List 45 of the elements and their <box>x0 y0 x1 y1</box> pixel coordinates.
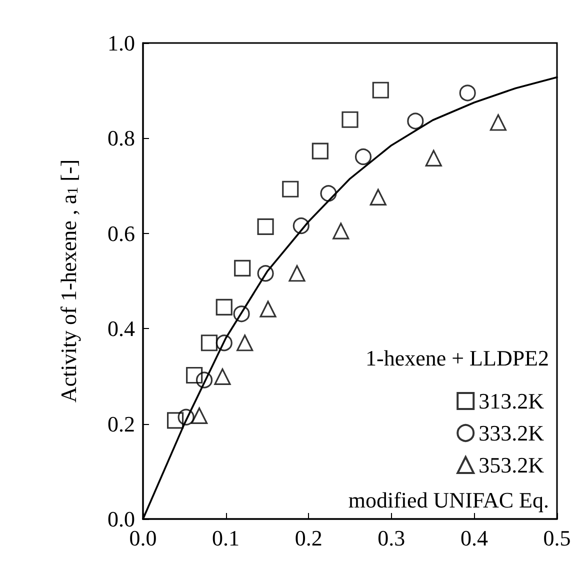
point <box>200 334 218 352</box>
y-tick-label: 0.4 <box>108 316 135 342</box>
point <box>372 82 389 98</box>
y-axis-title: Activity of 1-hexene , a1 [-] <box>56 159 82 403</box>
point <box>186 366 203 384</box>
point <box>282 180 299 198</box>
point <box>332 222 350 240</box>
point <box>407 112 424 130</box>
point <box>459 84 476 102</box>
point <box>288 265 306 282</box>
y-tick-label: 0.2 <box>108 411 135 436</box>
legend-label: 313.2K <box>478 388 544 414</box>
point <box>292 217 310 234</box>
annotation: modified UNIFAC Eq. <box>348 488 550 512</box>
y-tick-label: 1.0 <box>108 30 135 56</box>
point <box>257 265 274 282</box>
y-tick-label: 0.8 <box>108 126 135 151</box>
point <box>425 150 442 166</box>
point <box>214 368 231 385</box>
point <box>216 334 232 352</box>
point <box>312 142 328 160</box>
legend-title: 1-hexene + LLDPE2 <box>366 346 550 370</box>
x-tick-label: 0.2 <box>294 526 322 550</box>
point <box>178 408 194 426</box>
point <box>342 111 358 128</box>
point <box>257 218 274 236</box>
legend-label: 353.2K <box>478 452 544 478</box>
point <box>236 334 254 352</box>
point <box>354 148 372 166</box>
point <box>260 300 276 318</box>
point <box>233 306 250 322</box>
point <box>196 372 213 388</box>
point <box>191 407 208 424</box>
point <box>320 185 337 202</box>
point <box>166 412 184 429</box>
x-tick-label: 0.3 <box>378 526 406 550</box>
point <box>370 188 386 206</box>
x-tick-label: 0.5 <box>543 526 571 550</box>
x-tick-label: 0.1 <box>212 526 240 550</box>
y-tick-label: 0.6 <box>108 220 135 246</box>
point <box>234 260 251 276</box>
x-tick-label: 0.4 <box>460 526 488 550</box>
legend-label: 333.2K <box>478 420 544 446</box>
point <box>216 298 232 316</box>
point <box>490 114 507 131</box>
